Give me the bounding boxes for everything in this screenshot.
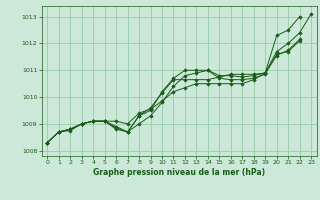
X-axis label: Graphe pression niveau de la mer (hPa): Graphe pression niveau de la mer (hPa) bbox=[93, 168, 265, 177]
